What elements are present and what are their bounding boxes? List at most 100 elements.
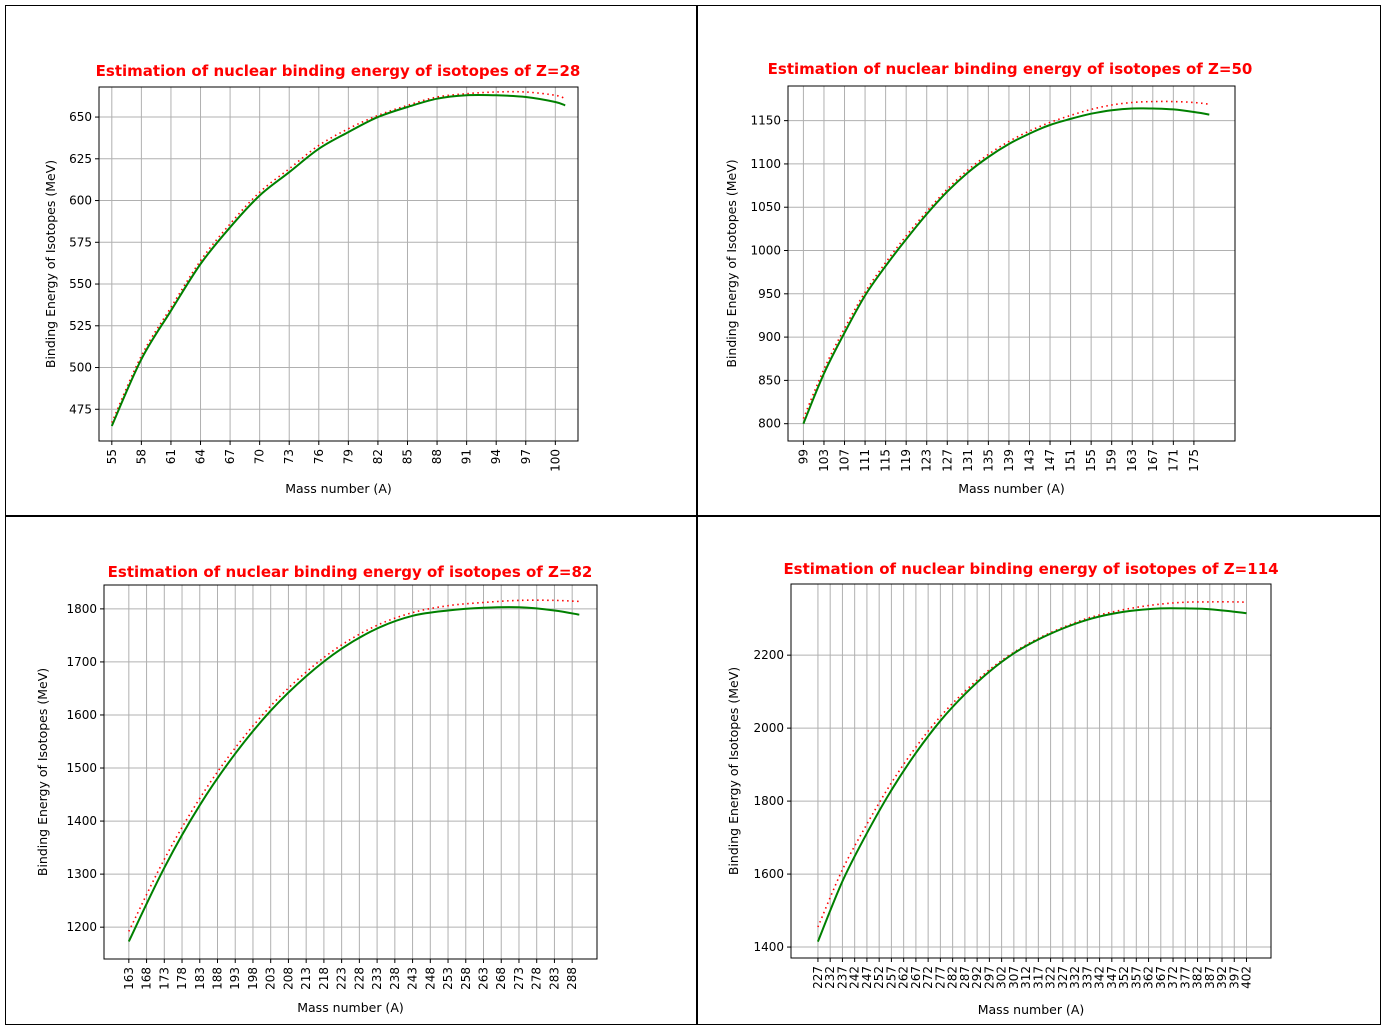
y-tick-label: 1400 <box>66 814 97 828</box>
calculated-series-line <box>127 606 580 942</box>
estimated-series-line <box>128 599 580 932</box>
x-axis-label: Mass number (A) <box>978 1002 1085 1017</box>
x-tick-label: 79 <box>341 449 355 464</box>
x-tick-label: 327 <box>1056 966 1070 989</box>
x-tick-label: 123 <box>920 449 934 472</box>
x-tick-label: 257 <box>884 966 898 989</box>
x-tick-label: 228 <box>352 967 366 990</box>
y-tick-label: 1200 <box>66 920 97 934</box>
x-tick-label: 307 <box>1007 966 1021 989</box>
y-tick-label: 500 <box>69 361 92 375</box>
x-tick-label: 198 <box>246 967 260 990</box>
x-tick-label: 103 <box>817 449 831 472</box>
x-axis-label: Mass number (A) <box>958 481 1065 496</box>
x-tick-label: 155 <box>1084 449 1098 472</box>
x-tick-label: 94 <box>489 449 503 464</box>
y-tick-label: 1600 <box>753 867 784 881</box>
x-tick-label: 282 <box>946 966 960 989</box>
x-tick-label: 357 <box>1129 966 1143 989</box>
x-tick-label: 76 <box>312 449 326 464</box>
horizontal-divider <box>5 515 1381 517</box>
y-tick-label: 1600 <box>66 708 97 722</box>
chart-title: Estimation of nuclear binding energy of … <box>96 62 581 80</box>
x-tick-label: 258 <box>459 967 473 990</box>
x-tick-label: 247 <box>860 966 874 989</box>
x-tick-label: 173 <box>157 967 171 990</box>
calculated-series-line <box>816 607 1247 942</box>
x-tick-label: 147 <box>1043 449 1057 472</box>
x-tick-label: 243 <box>406 967 420 990</box>
axes-frame <box>98 86 579 442</box>
x-tick-label: 272 <box>921 966 935 989</box>
y-tick-label: 850 <box>758 373 781 387</box>
x-tick-label: 347 <box>1105 966 1119 989</box>
x-tick-label: 55 <box>105 449 119 464</box>
x-tick-label: 233 <box>370 967 384 990</box>
axes-frame <box>790 583 1272 959</box>
x-tick-label: 183 <box>193 967 207 990</box>
x-tick-label: 268 <box>494 967 508 990</box>
x-tick-label: 58 <box>134 449 148 464</box>
plot-area <box>104 585 597 959</box>
x-tick-label: 297 <box>982 966 996 989</box>
x-tick-label: 253 <box>441 967 455 990</box>
x-tick-label: 163 <box>1125 449 1139 472</box>
y-tick-label: 1100 <box>750 157 781 171</box>
x-tick-label: 352 <box>1117 966 1131 989</box>
y-tick-label: 2000 <box>753 721 784 735</box>
x-tick-label: 238 <box>388 967 402 990</box>
x-axis-label: Mass number (A) <box>285 481 392 496</box>
x-tick-label: 163 <box>122 967 136 990</box>
x-tick-label: 193 <box>228 967 242 990</box>
x-tick-label: 171 <box>1166 449 1180 472</box>
x-tick-label: 131 <box>961 449 975 472</box>
x-tick-label: 151 <box>1064 449 1078 472</box>
x-tick-label: 232 <box>823 966 837 989</box>
x-tick-label: 237 <box>835 966 849 989</box>
y-tick-label: 525 <box>69 319 92 333</box>
x-tick-label: 252 <box>872 966 886 989</box>
y-tick-label: 1700 <box>66 655 97 669</box>
x-tick-label: 82 <box>371 449 385 464</box>
x-tick-label: 367 <box>1154 966 1168 989</box>
x-tick-label: 317 <box>1031 966 1045 989</box>
x-tick-label: 208 <box>281 967 295 990</box>
x-tick-label: 387 <box>1203 966 1217 989</box>
x-tick-label: 377 <box>1178 966 1192 989</box>
x-tick-label: 278 <box>530 967 544 990</box>
y-tick-label: 1800 <box>66 602 97 616</box>
x-tick-label: 168 <box>140 967 154 990</box>
x-tick-label: 99 <box>796 449 810 464</box>
x-tick-label: 135 <box>981 449 995 472</box>
y-axis-label: Binding Energy of Isotopes (MeV) <box>43 160 58 368</box>
x-tick-label: 227 <box>811 966 825 989</box>
chart-title: Estimation of nuclear binding energy of … <box>768 60 1253 78</box>
estimated-series-line <box>111 90 566 423</box>
x-tick-label: 188 <box>210 967 224 990</box>
x-tick-label: 242 <box>848 966 862 989</box>
y-tick-label: 1000 <box>750 244 781 258</box>
calculated-series-line <box>802 107 1210 425</box>
x-tick-label: 288 <box>565 967 579 990</box>
x-tick-label: 248 <box>423 967 437 990</box>
x-tick-label: 139 <box>1002 449 1016 472</box>
y-tick-label: 650 <box>69 110 92 124</box>
y-tick-label: 575 <box>69 235 92 249</box>
x-tick-label: 97 <box>519 449 533 464</box>
x-tick-label: 213 <box>299 967 313 990</box>
plot-area <box>99 87 578 441</box>
y-tick-label: 475 <box>69 402 92 416</box>
x-tick-label: 397 <box>1227 966 1241 989</box>
x-tick-label: 175 <box>1187 449 1201 472</box>
x-tick-label: 283 <box>547 967 561 990</box>
x-tick-label: 287 <box>958 966 972 989</box>
y-axis-label: Binding Energy of Isotopes (MeV) <box>35 668 50 876</box>
y-tick-label: 600 <box>69 194 92 208</box>
x-tick-label: 322 <box>1044 966 1058 989</box>
x-tick-label: 111 <box>858 449 872 472</box>
